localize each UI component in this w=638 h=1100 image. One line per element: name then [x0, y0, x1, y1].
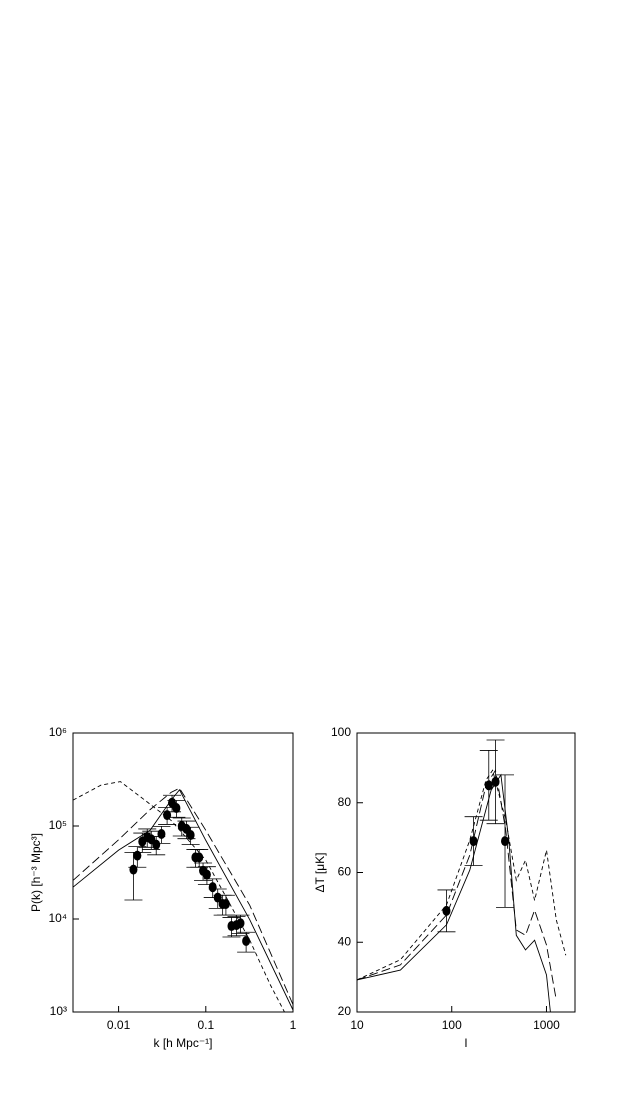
model-curve	[356, 769, 567, 981]
data-point	[195, 852, 204, 863]
x-tick-label: 10	[350, 1018, 364, 1032]
data-point	[491, 776, 500, 787]
x-tick-label: 100	[442, 1018, 462, 1032]
x-tick-label: 1000	[533, 1018, 560, 1032]
model-curve	[72, 787, 294, 1005]
plot-frame	[72, 732, 294, 1013]
x-axis-label: k [h Mpc⁻¹]	[153, 1036, 212, 1050]
data-point	[236, 918, 245, 929]
model-curve	[72, 781, 285, 1013]
data-point	[442, 905, 451, 916]
data-point	[186, 830, 195, 841]
y-tick-label: 10⁴	[48, 911, 67, 925]
model-curve	[356, 769, 557, 1001]
data-point	[501, 836, 510, 847]
data-point	[469, 836, 478, 847]
data-point	[129, 864, 138, 875]
model-curve	[356, 773, 551, 1013]
y-tick-label: 100	[331, 725, 351, 739]
y-tick-label: 60	[338, 865, 352, 879]
x-axis-label: l	[465, 1036, 468, 1050]
x-tick-label: 0.01	[107, 1018, 131, 1032]
data-point	[172, 803, 181, 814]
data-point	[221, 898, 230, 909]
data-point	[208, 882, 217, 893]
data-point	[242, 936, 251, 947]
y-axis-label: ΔT [μK]	[313, 852, 327, 892]
y-tick-label: 10⁶	[49, 725, 67, 739]
y-axis-label: P(k) [h⁻³ Mpc³]	[29, 833, 43, 912]
y-tick-label: 40	[338, 934, 352, 948]
data-point	[157, 829, 166, 840]
data-point	[133, 850, 142, 861]
x-tick-label: 1	[290, 1018, 297, 1032]
x-tick-label: 0.1	[197, 1018, 214, 1032]
y-tick-label: 80	[338, 795, 352, 809]
y-tick-label: 10⁵	[49, 818, 67, 832]
data-point	[202, 869, 211, 880]
plot-frame	[356, 732, 576, 1013]
data-point	[152, 839, 161, 850]
data-point	[484, 780, 493, 791]
y-tick-label: 20	[338, 1004, 352, 1018]
y-tick-label: 10³	[50, 1004, 67, 1018]
